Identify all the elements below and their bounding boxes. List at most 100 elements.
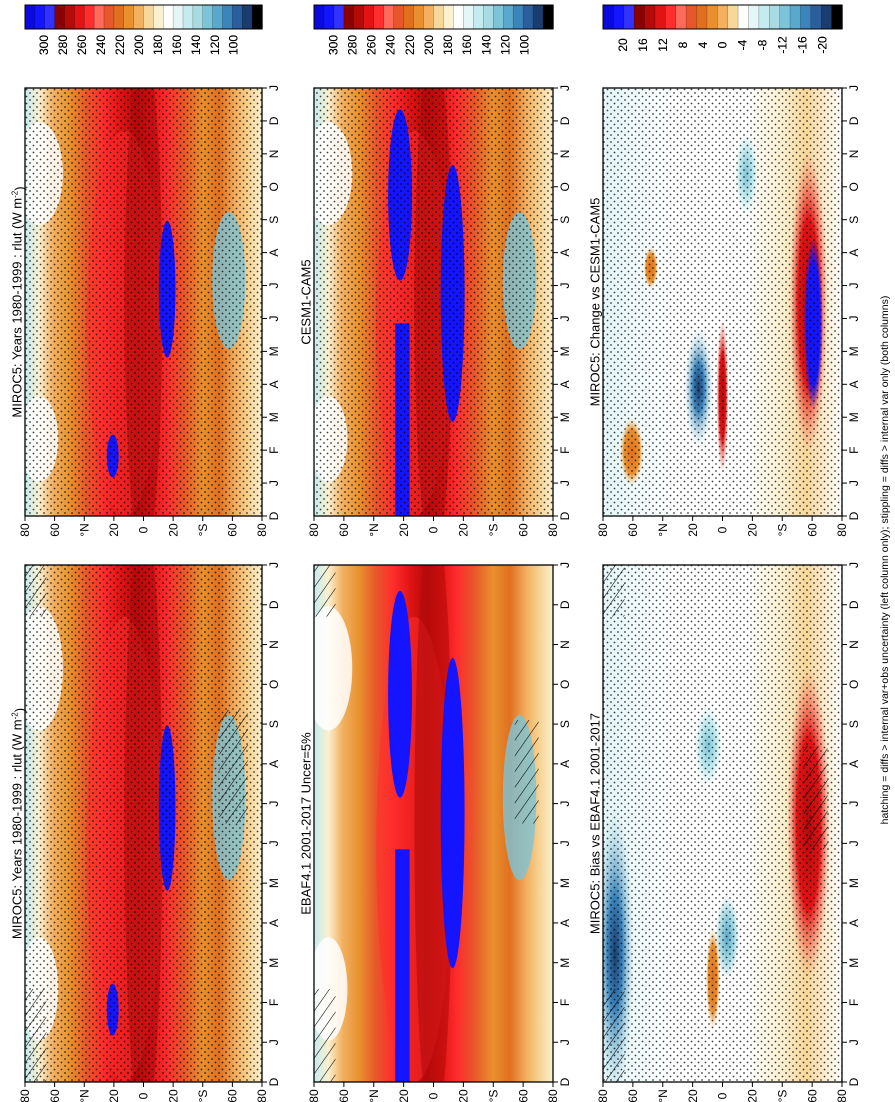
colorbar-swatch xyxy=(473,5,484,29)
hatching-overlay xyxy=(314,565,336,617)
colorbar-label: 280 xyxy=(345,35,359,55)
colorbar-label: 16 xyxy=(636,38,650,52)
colorbar-label: -8 xyxy=(756,39,770,50)
colorbar-label: 160 xyxy=(460,35,474,55)
month-tick-label: S xyxy=(267,216,281,224)
stippling-overlay xyxy=(25,88,262,516)
panel-title-text-end: ) xyxy=(12,708,27,712)
hatching-overlay xyxy=(25,988,47,1082)
colorbar-frame xyxy=(602,4,843,30)
stippling-overlay xyxy=(603,565,842,1082)
colorbar-label: 260 xyxy=(365,35,379,55)
colorbar-swatch xyxy=(252,5,263,29)
month-tick-label: J xyxy=(558,562,572,568)
month-tick-label: F xyxy=(267,999,281,1006)
panel-field xyxy=(25,565,262,1082)
month-tick-label: A xyxy=(847,760,861,768)
colorbar-swatch xyxy=(25,5,36,29)
colorbar-label: 160 xyxy=(460,35,474,55)
month-tick-label: S xyxy=(847,720,861,728)
month-tick-label: D xyxy=(558,600,572,609)
hatching-overlay xyxy=(25,565,47,617)
latitude-tick-label: 60 xyxy=(48,1089,62,1102)
panel-field xyxy=(603,565,842,1082)
latitude-tick-label: 80 xyxy=(255,523,269,537)
colorbar-label: 260 xyxy=(75,35,89,55)
latitude-tick-label: °S xyxy=(486,524,500,537)
hatching-overlay xyxy=(603,565,625,617)
colorbar-label: 180 xyxy=(441,35,455,55)
colorbar-swatch xyxy=(706,5,718,29)
colorbar-label: -12 xyxy=(775,36,789,54)
latitude-tick-label: 80 xyxy=(835,1089,849,1102)
colorbar-label: 4 xyxy=(696,41,710,48)
panel-title: MIROC5: Bias vs EBAF4.1 2001-2017 xyxy=(588,713,603,934)
month-tick-label: A xyxy=(267,249,281,257)
colorbar-label: 0 xyxy=(716,41,730,48)
latitude-tick-label: °S xyxy=(196,1090,210,1102)
latitude-tick-label: °N xyxy=(77,1089,91,1102)
colorbar-label: 180 xyxy=(151,35,165,55)
month-tick-label: O xyxy=(267,680,281,689)
colorbar-label: 140 xyxy=(189,35,203,55)
month-tick-label: A xyxy=(267,760,281,768)
colorbar-swatch xyxy=(503,5,514,29)
month-tick-label: D xyxy=(847,600,861,609)
latitude-tick-label: 0 xyxy=(716,1092,730,1099)
colorbar-swatch xyxy=(222,5,233,29)
panel-title-text: MIROC5: Years 1980-1999 : rlut (W m xyxy=(10,198,25,418)
month-tick-label: M xyxy=(558,878,572,888)
colorbar-label: 260 xyxy=(75,35,89,55)
colorbar-swatch xyxy=(202,5,214,29)
colorbar-swatch xyxy=(343,5,355,29)
month-tick-label: J xyxy=(267,315,281,321)
colorbar-label: 260 xyxy=(365,35,379,55)
month-tick-label: S xyxy=(847,216,861,224)
month-tick-label: D xyxy=(558,511,572,520)
colorbar-swatch xyxy=(821,5,833,29)
month-tick-label: F xyxy=(847,999,861,1006)
latitude-tick-label: °N xyxy=(77,523,91,536)
colorbar-label: 120 xyxy=(498,35,512,55)
colorbar-label: 220 xyxy=(403,35,417,55)
colorbar-label: -20 xyxy=(815,36,829,54)
month-tick-label: M xyxy=(267,412,281,422)
month-tick-label: A xyxy=(558,380,572,388)
colorbar-label: 160 xyxy=(170,35,184,55)
month-tick-label: M xyxy=(558,412,572,422)
month-tick-label: M xyxy=(267,958,281,968)
latitude-tick-label: 60 xyxy=(48,523,62,537)
latitude-tick-label: 60 xyxy=(626,523,640,537)
latitude-tick-label: 60 xyxy=(337,1089,351,1102)
colorbar-swatch xyxy=(831,5,843,29)
colorbar-label: 200 xyxy=(132,35,146,55)
latitude-tick-label: 20 xyxy=(107,523,121,537)
month-tick-label: J xyxy=(847,480,861,486)
colorbar-swatch xyxy=(779,5,791,29)
hatching-overlay xyxy=(314,988,336,1082)
latitude-tick-label: 20 xyxy=(686,1089,700,1102)
latitude-tick-label: 80 xyxy=(596,523,610,537)
colorbar-swatch xyxy=(603,5,614,29)
colorbar-label: 140 xyxy=(189,35,203,55)
month-tick-label: J xyxy=(558,85,572,91)
colorbar-label: -16 xyxy=(795,36,809,54)
month-tick-label: S xyxy=(558,216,572,224)
panel-title-text: MIROC5: Years 1980-1999 : rlut (W m xyxy=(10,719,25,939)
month-tick-label: D xyxy=(558,116,572,125)
colorbar-label: -12 xyxy=(775,36,789,54)
colorbar-label: 300 xyxy=(326,35,340,55)
colorbar-swatch xyxy=(769,5,781,29)
colorbar-swatch xyxy=(133,5,145,29)
colorbar-swatch xyxy=(433,5,445,29)
month-tick-label: O xyxy=(847,182,861,191)
colorbar-label: 300 xyxy=(37,35,51,55)
colorbar-label: 220 xyxy=(113,35,127,55)
month-tick-label: D xyxy=(558,1077,572,1086)
colorbar-swatch xyxy=(623,5,635,29)
colorbar-swatch xyxy=(738,5,750,29)
colorbar-swatch xyxy=(353,5,365,29)
